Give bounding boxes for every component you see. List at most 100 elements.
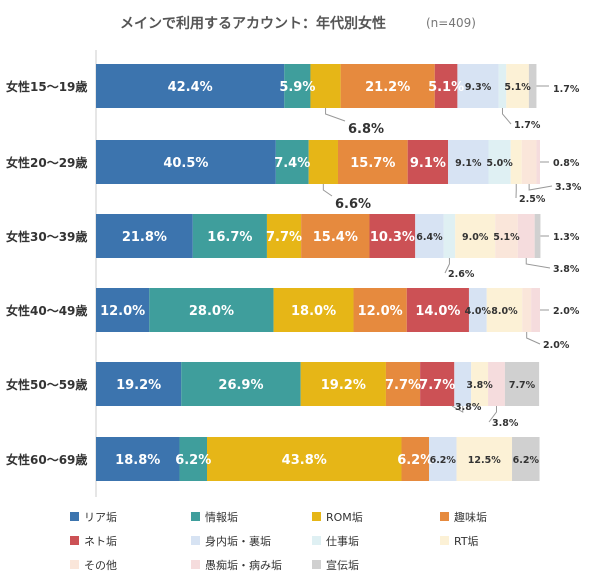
data-label: 5.1% bbox=[504, 82, 531, 93]
legend-swatch bbox=[191, 512, 200, 521]
legend-label: 身内垢・裏垢 bbox=[205, 534, 271, 548]
legend-swatch bbox=[191, 560, 200, 569]
data-label: 7.7% bbox=[419, 378, 455, 393]
bar-segment bbox=[415, 214, 444, 258]
bar-segment bbox=[468, 288, 487, 332]
leader-line bbox=[444, 258, 450, 274]
data-label: 3.8% bbox=[455, 402, 482, 413]
legend-label: RT垢 bbox=[454, 535, 479, 548]
data-label: 15.4% bbox=[313, 230, 358, 245]
data-label: 18.8% bbox=[115, 453, 160, 468]
data-label: 42.4% bbox=[168, 80, 213, 95]
data-label: 9.0% bbox=[462, 232, 489, 243]
bar-segment bbox=[406, 288, 469, 332]
data-label: 28.0% bbox=[189, 304, 234, 319]
bar-segment bbox=[401, 437, 429, 481]
legend-label: 仕事垢 bbox=[326, 535, 359, 548]
legend-label: 趣味垢 bbox=[454, 510, 487, 524]
data-label: 7.7% bbox=[509, 380, 536, 391]
bar-segment bbox=[300, 362, 386, 406]
bar-segment bbox=[181, 362, 301, 406]
data-label: 2.0% bbox=[543, 340, 570, 351]
data-label: 6.2% bbox=[430, 455, 457, 466]
bar-segment bbox=[488, 362, 505, 406]
bar-segment bbox=[443, 214, 456, 258]
leader-line bbox=[501, 108, 512, 125]
bar-segment bbox=[429, 437, 457, 481]
bar-segment bbox=[506, 64, 529, 108]
data-label: 16.7% bbox=[207, 230, 252, 245]
leader-line bbox=[525, 258, 551, 269]
data-label: 3.8% bbox=[492, 418, 519, 429]
legend-swatch bbox=[191, 536, 200, 545]
bar-segment bbox=[207, 437, 402, 481]
data-label: 8.0% bbox=[491, 306, 518, 317]
leader-line bbox=[322, 184, 333, 197]
data-label: 43.8% bbox=[282, 453, 327, 468]
data-label: 26.9% bbox=[218, 378, 263, 393]
bar-segment bbox=[495, 214, 518, 258]
data-label: 2.0% bbox=[553, 306, 580, 317]
category-label: 女性30〜39歳 bbox=[6, 229, 87, 244]
data-label: 1.7% bbox=[553, 84, 580, 95]
bar-segment bbox=[488, 140, 511, 184]
bar-segment bbox=[353, 288, 407, 332]
legend-label: 宣伝垢 bbox=[326, 558, 359, 572]
data-label: 5.1% bbox=[428, 80, 464, 95]
bar-segment bbox=[457, 64, 499, 108]
bar-segment bbox=[517, 214, 535, 258]
data-label: 18.0% bbox=[291, 304, 336, 319]
bar-segment bbox=[434, 64, 458, 108]
bar-segment bbox=[510, 140, 522, 184]
leader-line bbox=[526, 332, 541, 345]
bar-segment bbox=[456, 437, 513, 481]
leader-line bbox=[528, 184, 553, 191]
bar-segment bbox=[179, 437, 207, 481]
bar-segment bbox=[534, 214, 541, 258]
chart-subtitle: (n=409) bbox=[426, 16, 476, 30]
bar-segment bbox=[486, 288, 523, 332]
bar-segment bbox=[96, 214, 193, 258]
bar-segment bbox=[448, 140, 489, 184]
external-labels: 6.8% 1.7% 1.7% 6.6% 0.8% 3.3% 2.5% 1.3% 2.6% 3.8%… bbox=[322, 84, 582, 429]
data-label: 7.4% bbox=[274, 156, 310, 171]
data-label: 14.0% bbox=[415, 304, 460, 319]
leader-line bbox=[325, 108, 346, 122]
category-label: 女性15〜19歳 bbox=[6, 79, 87, 94]
bar-segment bbox=[512, 437, 540, 481]
data-label: 4.0% bbox=[465, 306, 492, 317]
data-label: 12.0% bbox=[100, 304, 145, 319]
legend-swatch bbox=[70, 512, 79, 521]
data-label: 6.4% bbox=[416, 232, 443, 243]
data-label: 6.2% bbox=[513, 455, 540, 466]
bar-segment bbox=[420, 362, 455, 406]
bar-segment bbox=[471, 362, 489, 406]
legend-label: その他 bbox=[84, 559, 117, 572]
legend-label: ネト垢 bbox=[84, 535, 117, 548]
bar-segment bbox=[340, 64, 435, 108]
data-label: 7.7% bbox=[385, 378, 421, 393]
data-label: 2.6% bbox=[448, 269, 475, 280]
data-label: 15.7% bbox=[350, 156, 395, 171]
category-labels: 女性15〜19歳女性20〜29歳女性30〜39歳女性40〜49歳女性50〜59歳… bbox=[6, 79, 87, 467]
bar-segment bbox=[308, 140, 338, 184]
category-label: 女性40〜49歳 bbox=[6, 303, 87, 318]
bar-segment bbox=[96, 64, 285, 108]
data-label: 5.9% bbox=[279, 80, 315, 95]
bar-segment bbox=[96, 362, 182, 406]
legend-swatch bbox=[70, 536, 79, 545]
data-label: 0.8% bbox=[553, 158, 580, 169]
legend-swatch bbox=[312, 536, 321, 545]
data-label: 6.2% bbox=[175, 453, 211, 468]
bar-segment bbox=[369, 214, 416, 258]
legend-swatch bbox=[312, 512, 321, 521]
bar-segment bbox=[192, 214, 267, 258]
data-label: 12.0% bbox=[358, 304, 403, 319]
bar-segment bbox=[407, 140, 449, 184]
leader-line bbox=[451, 405, 464, 413]
bar-segment bbox=[337, 140, 408, 184]
bars: 42.4% 5.9% 21.2% 5.1% 9.3% 5.1%40.5% 7.4% 15.7%… bbox=[96, 64, 541, 481]
data-label: 9.1% bbox=[455, 158, 482, 169]
data-label: 9.1% bbox=[410, 156, 446, 171]
